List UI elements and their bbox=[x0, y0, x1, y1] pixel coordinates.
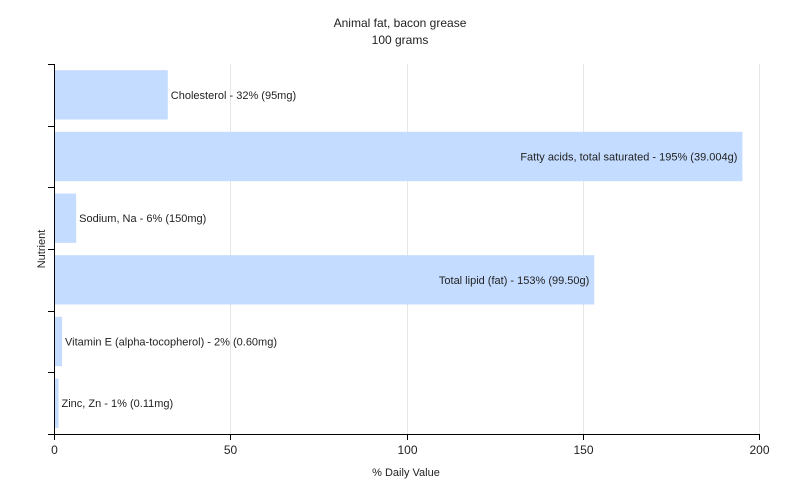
bar-4 bbox=[55, 316, 63, 367]
x-axis-label: % Daily Value bbox=[372, 467, 440, 479]
y-axis-label: Nutrient bbox=[36, 230, 48, 269]
x-tick-label-2: 100 bbox=[397, 443, 417, 457]
chart-subtitle: 100 grams bbox=[372, 33, 429, 47]
x-tick-label-0: 0 bbox=[51, 443, 58, 457]
bar-1 bbox=[55, 131, 743, 182]
bar-label-1: Fatty acids, total saturated - 195% (39.… bbox=[520, 152, 737, 164]
bar-label-5: Zinc, Zn - 1% (0.11mg) bbox=[62, 398, 174, 410]
plot-background bbox=[54, 64, 759, 434]
bar-label-2: Sodium, Na - 6% (150mg) bbox=[79, 213, 206, 225]
chart-title: Animal fat, bacon grease bbox=[334, 16, 467, 30]
bar-label-3: Total lipid (fat) - 153% (99.50g) bbox=[439, 275, 589, 287]
plot-area: Cholesterol - 32% (95mg) Fatty acids, tot… bbox=[48, 64, 770, 457]
x-tick-label-4: 200 bbox=[749, 443, 769, 457]
x-tick-label-3: 150 bbox=[573, 443, 593, 457]
bar-2 bbox=[55, 193, 77, 243]
x-tick-label-1: 50 bbox=[224, 443, 238, 457]
bar-label-4: Vitamin E (alpha-tocopherol) - 2% (0.60m… bbox=[65, 337, 277, 349]
bar-0 bbox=[55, 70, 168, 120]
bar-3 bbox=[55, 255, 595, 305]
bar-label-0: Cholesterol - 32% (95mg) bbox=[171, 90, 296, 102]
bar-5 bbox=[55, 378, 59, 428]
